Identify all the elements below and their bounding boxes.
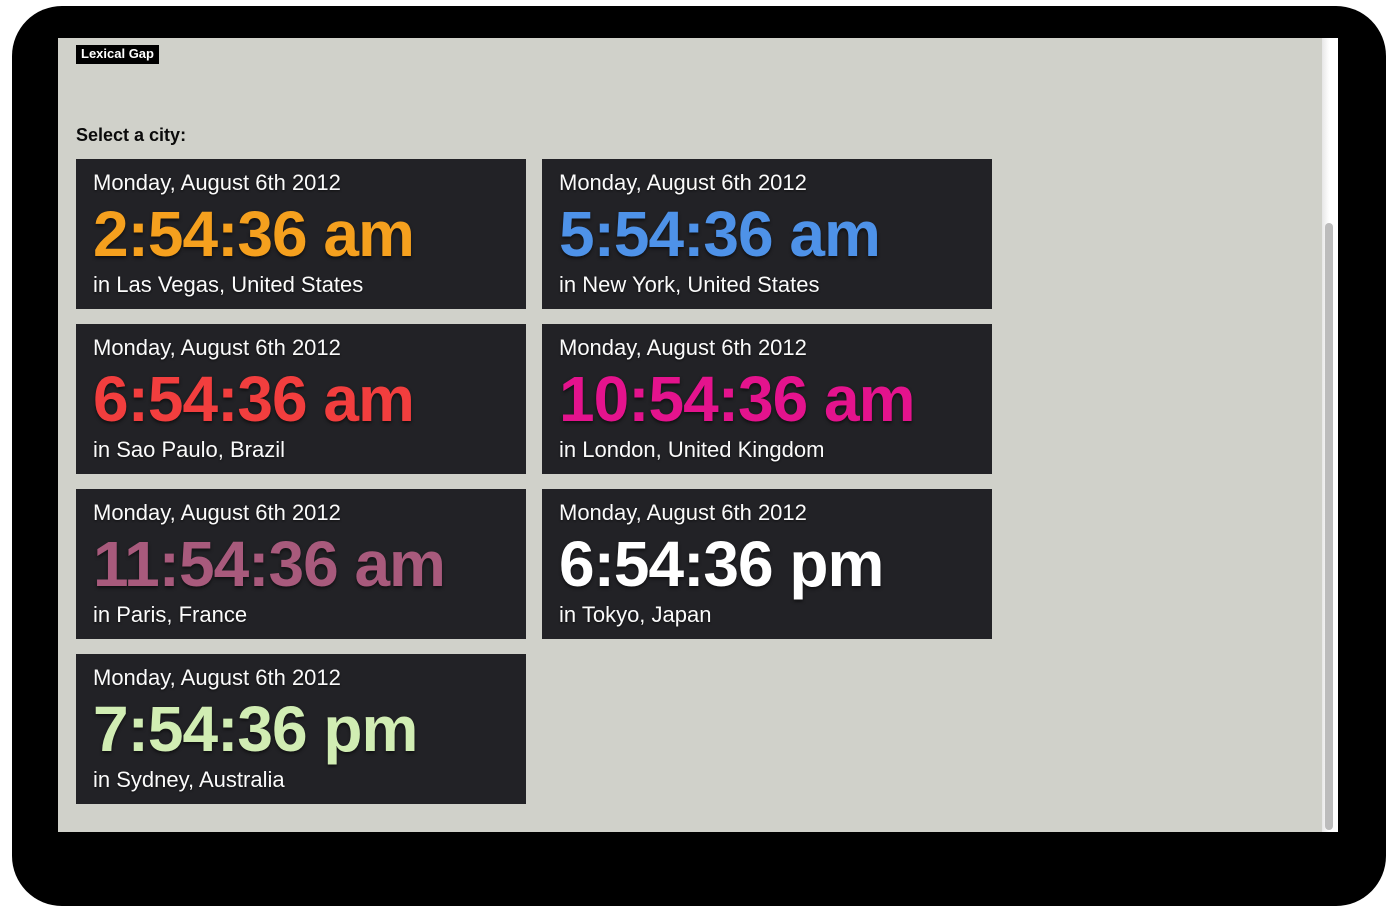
clock-date: Monday, August 6th 2012 xyxy=(93,335,341,360)
clock-time: 6:54:36 pm xyxy=(559,528,884,600)
clock-grid: Monday, August 6th 2012 2:54:36 am in La… xyxy=(76,159,992,804)
browser-viewport: Lexical Gap Select a city: Monday, Augus… xyxy=(58,38,1338,832)
clock-date: Monday, August 6th 2012 xyxy=(93,665,341,690)
clock-card-las-vegas[interactable]: Monday, August 6th 2012 2:54:36 am in La… xyxy=(76,159,526,309)
clock-date: Monday, August 6th 2012 xyxy=(559,335,807,360)
clock-time: 6:54:36 am xyxy=(93,363,415,435)
clock-card-sao-paulo[interactable]: Monday, August 6th 2012 6:54:36 am in Sa… xyxy=(76,324,526,474)
clock-date: Monday, August 6th 2012 xyxy=(93,500,341,525)
clock-card-london[interactable]: Monday, August 6th 2012 10:54:36 am in L… xyxy=(542,324,992,474)
clock-time: 11:54:36 am xyxy=(93,528,446,600)
window-frame: Lexical Gap Select a city: Monday, Augus… xyxy=(12,6,1386,906)
scrollbar-track[interactable] xyxy=(1322,38,1338,832)
clock-date: Monday, August 6th 2012 xyxy=(559,500,807,525)
clock-card-sydney[interactable]: Monday, August 6th 2012 7:54:36 pm in Sy… xyxy=(76,654,526,804)
page-heading: Select a city: xyxy=(76,125,187,145)
clock-card-tokyo[interactable]: Monday, August 6th 2012 6:54:36 pm in To… xyxy=(542,489,992,639)
brand-badge[interactable]: Lexical Gap xyxy=(76,45,159,64)
clock-time: 2:54:36 am xyxy=(93,198,415,270)
clock-location: in Paris, France xyxy=(93,602,248,627)
clock-time: 10:54:36 am xyxy=(559,363,915,435)
clock-card-paris[interactable]: Monday, August 6th 2012 11:54:36 am in P… xyxy=(76,489,526,639)
clock-location: in Las Vegas, United States xyxy=(93,272,364,297)
clock-location: in Tokyo, Japan xyxy=(559,602,712,627)
clock-location: in New York, United States xyxy=(559,272,820,297)
clock-time: 7:54:36 pm xyxy=(93,693,418,765)
clock-location: in Sao Paulo, Brazil xyxy=(93,437,285,462)
clock-date: Monday, August 6th 2012 xyxy=(559,170,807,195)
clock-date: Monday, August 6th 2012 xyxy=(93,170,341,195)
clock-card-new-york[interactable]: Monday, August 6th 2012 5:54:36 am in Ne… xyxy=(542,159,992,309)
scrollbar-thumb[interactable] xyxy=(1325,223,1333,830)
page-content: Lexical Gap Select a city: Monday, Augus… xyxy=(58,38,1338,804)
clock-time: 5:54:36 am xyxy=(559,198,881,270)
clock-location: in Sydney, Australia xyxy=(93,767,285,792)
clock-location: in London, United Kingdom xyxy=(559,437,825,462)
